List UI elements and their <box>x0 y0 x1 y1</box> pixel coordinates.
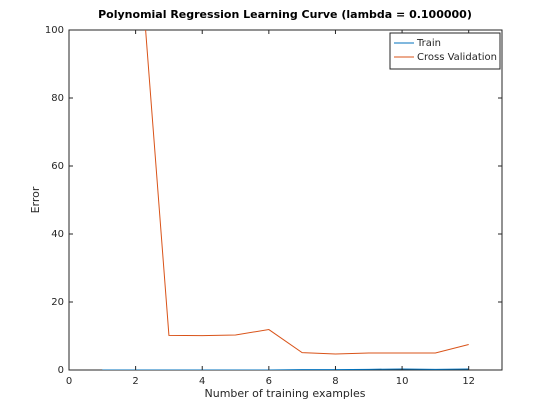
series-line <box>102 368 469 370</box>
legend-box <box>389 32 501 70</box>
plot-area <box>68 29 503 371</box>
y-tick-label: 100 <box>45 25 64 36</box>
x-tick-label: 6 <box>266 376 272 387</box>
legend-label: Train <box>416 38 441 49</box>
y-tick-label: 0 <box>58 365 64 376</box>
y-tick-label: 80 <box>51 93 64 104</box>
legend-label: Cross Validation <box>417 52 497 63</box>
x-tick-label: 10 <box>396 376 409 387</box>
y-tick-label: 20 <box>51 297 64 308</box>
y-tick-label: 40 <box>51 229 64 240</box>
x-tick-label: 8 <box>332 376 338 387</box>
series-line <box>145 30 469 355</box>
series-lines <box>102 30 469 370</box>
x-axis-label: Number of training examples <box>205 387 366 400</box>
y-axis-label: Error <box>29 186 42 213</box>
x-tick-label: 12 <box>462 376 475 387</box>
x-tick-label: 0 <box>66 376 72 387</box>
x-tick-label: 2 <box>132 376 138 387</box>
y-tick-label: 60 <box>51 161 64 172</box>
x-tick-label: 4 <box>199 376 205 387</box>
chart-title: Polynomial Regression Learning Curve (la… <box>98 8 472 21</box>
